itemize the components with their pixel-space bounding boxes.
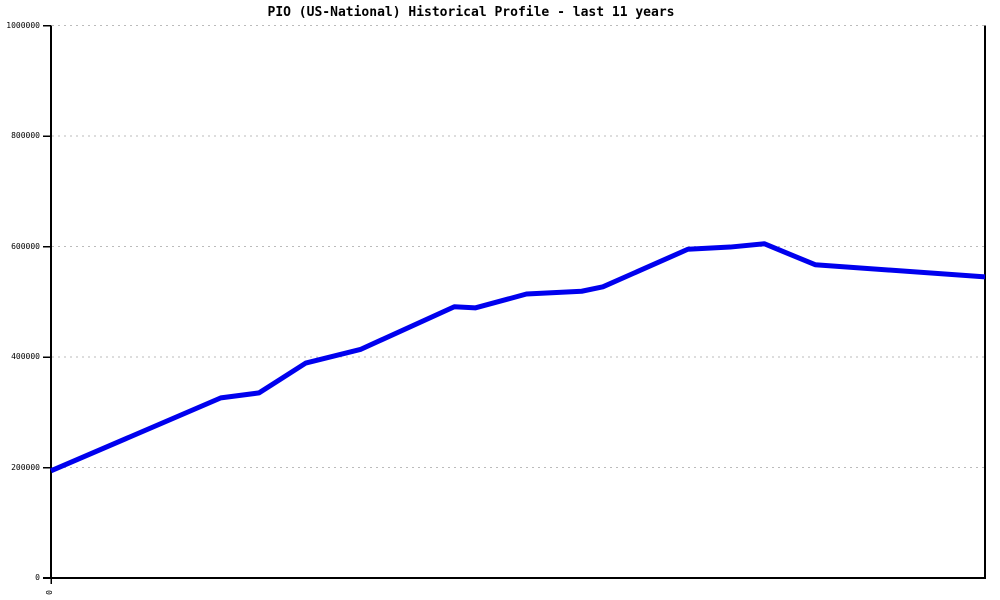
y-axis-tick-label: 1000000 <box>6 20 40 30</box>
chart-title: PIO (US-National) Historical Profile - l… <box>267 5 675 20</box>
y-axis-tick-label: 200000 <box>11 462 40 472</box>
x-axis-tick-label: 0 <box>45 590 54 595</box>
y-axis-tick-label: 400000 <box>11 352 40 361</box>
y-axis-tick-label: 0 <box>35 573 40 582</box>
data-line <box>50 241 986 474</box>
y-axis-tick-label: 800000 <box>11 131 40 140</box>
y-axis-tick-label: 600000 <box>11 241 40 251</box>
